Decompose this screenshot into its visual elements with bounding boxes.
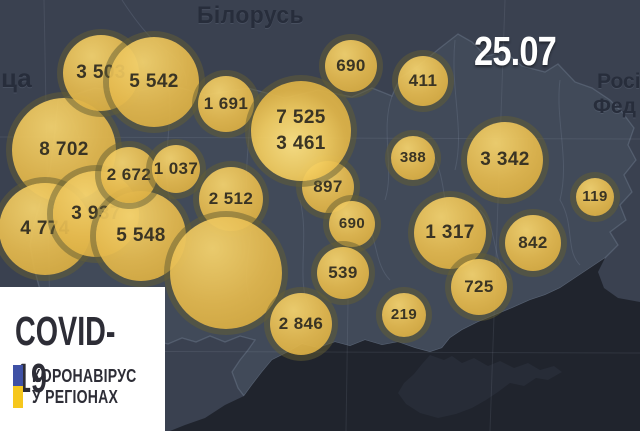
- region-value: 5 542: [129, 71, 179, 93]
- region-value: 725: [464, 276, 494, 296]
- region-bubble: 539: [317, 247, 369, 299]
- region-bubble: [170, 217, 282, 329]
- region-bubble: 411: [398, 56, 448, 106]
- region-value: 2 512: [208, 188, 254, 208]
- covid-badge: COVID-19 КОРОНАВІРУС У РЕГІОНАХ: [0, 287, 165, 431]
- region-bubble: 1 317: [414, 197, 486, 269]
- region-bubble: 388: [391, 136, 435, 180]
- region-value: 1 691: [203, 93, 249, 113]
- russia-label-line1: Росі: [597, 70, 640, 93]
- region-value: 897: [313, 176, 343, 196]
- black-sea: [170, 258, 640, 431]
- region-value: 842: [518, 232, 548, 252]
- region-bubble: 3 342: [467, 122, 543, 198]
- region-bubble: 725: [451, 259, 507, 315]
- date-label: 25.07: [474, 28, 557, 74]
- belarus-label: Білорусь: [197, 2, 305, 29]
- region-value: 219: [390, 305, 418, 323]
- region-value: 3 342: [480, 149, 530, 171]
- region-value: 690: [336, 55, 366, 75]
- region-value: 5 548: [116, 225, 166, 247]
- russia-label-line2: Фед: [593, 95, 636, 118]
- region-value: 8 702: [39, 139, 89, 161]
- region-bubble: 219: [382, 293, 426, 337]
- flag-yellow-segment: [13, 386, 23, 408]
- ukraine-flag-bar: [13, 365, 23, 408]
- region-value: 2 846: [278, 313, 324, 333]
- badge-title: COVID-19: [15, 308, 116, 401]
- region-bubble: 1 691: [198, 76, 254, 132]
- region-value: 1 317: [425, 222, 475, 244]
- region-value: 539: [328, 262, 358, 282]
- region-value: 690: [338, 214, 366, 232]
- region-bubble: 2 846: [270, 293, 332, 355]
- region-bubble: 2 672: [101, 147, 157, 203]
- flag-blue-segment: [13, 365, 23, 386]
- region-value: 7 525: [276, 107, 326, 129]
- region-value: 119: [582, 187, 608, 205]
- region-value: 2 672: [106, 164, 152, 184]
- badge-subtitle-line1: КОРОНАВІРУС: [32, 366, 137, 386]
- left-country-label-fragment: ца: [1, 63, 32, 93]
- region-bubble: 7 525 3 461: [251, 81, 351, 181]
- region-bubble: 690: [329, 201, 375, 247]
- region-value: 3 461: [276, 133, 326, 154]
- region-value: 388: [399, 148, 427, 166]
- region-bubble: 842: [505, 215, 561, 271]
- region-bubble: 5 542: [109, 37, 199, 127]
- region-bubble: 690: [325, 40, 377, 92]
- badge-subtitle-line2: У РЕГІОНАХ: [32, 387, 119, 407]
- region-bubble: 1 037: [152, 145, 200, 193]
- region-bubble: 119: [576, 178, 614, 216]
- crimea-peninsula: [398, 355, 562, 418]
- region-value: 1 037: [153, 158, 199, 178]
- region-value: 411: [408, 70, 438, 90]
